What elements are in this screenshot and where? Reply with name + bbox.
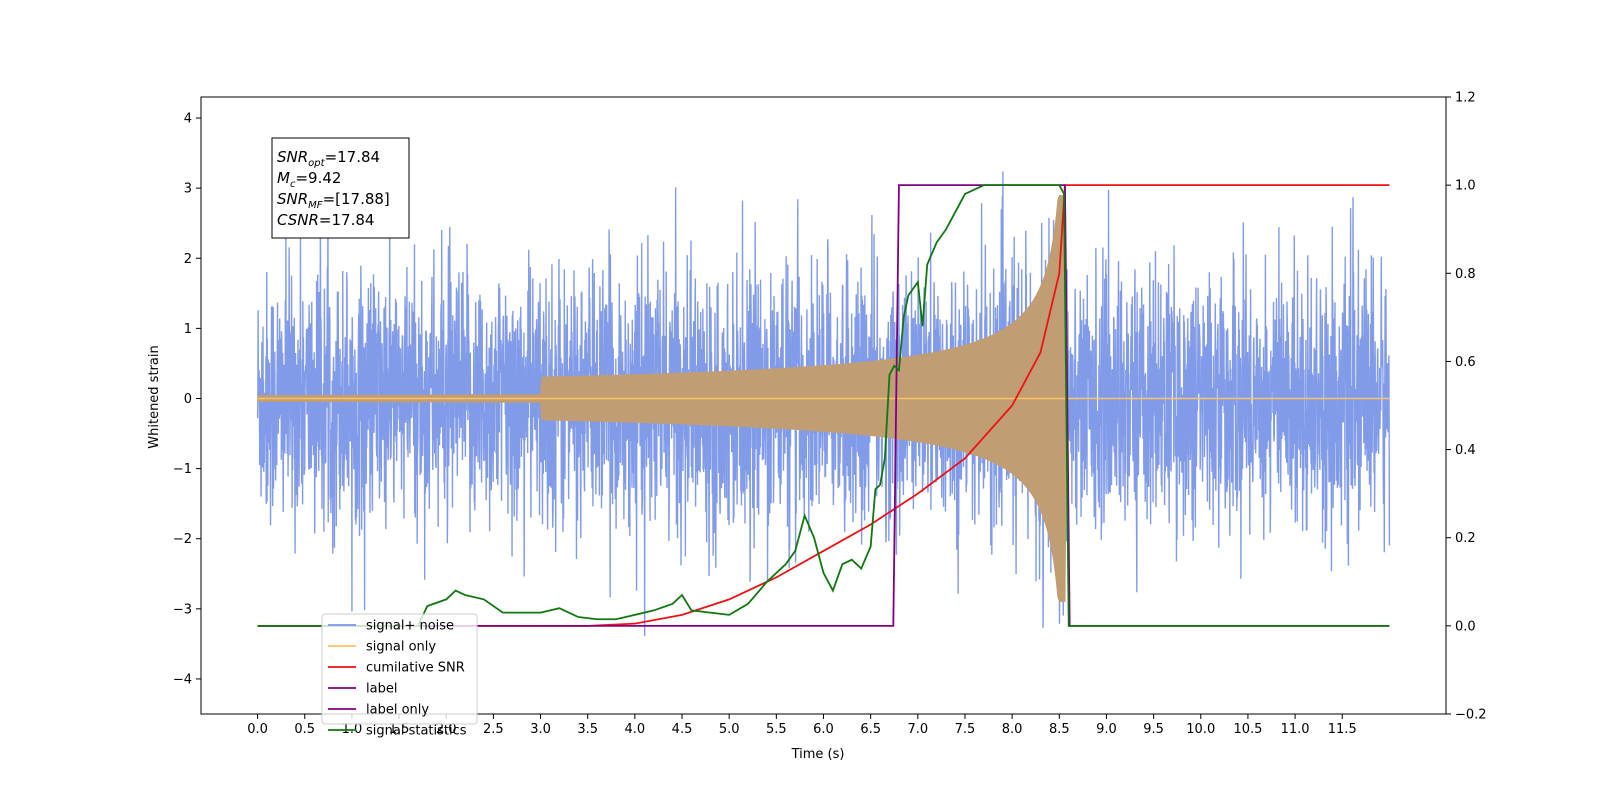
y2-tick-label: 0.8 bbox=[1455, 267, 1476, 282]
annotation-value: =17.84 bbox=[325, 148, 381, 166]
x-tick-label: 6.0 bbox=[813, 722, 834, 737]
y2-tick-label: 0.2 bbox=[1455, 531, 1476, 546]
legend-frame bbox=[321, 613, 478, 725]
y-tick-label: −2 bbox=[173, 532, 192, 547]
annotation-line: Mc=9.42 bbox=[277, 169, 341, 190]
y2-tick-label: 0.4 bbox=[1455, 443, 1476, 458]
x-tick-label: 3.5 bbox=[577, 722, 598, 737]
y2-tick-label: 1.2 bbox=[1455, 91, 1476, 106]
y2-tick-label: 0.0 bbox=[1455, 619, 1476, 634]
legend-label: label bbox=[366, 682, 397, 697]
series-signal-noise bbox=[256, 156, 1391, 637]
x-tick-label: 8.5 bbox=[1049, 722, 1070, 737]
x-tick-label: 5.0 bbox=[719, 722, 740, 737]
legend-label: signal statistics bbox=[366, 724, 467, 739]
x-tick-label: 10.5 bbox=[1233, 722, 1262, 737]
annotation-symbol: SNR bbox=[277, 148, 308, 166]
y-tick-label: 4 bbox=[184, 112, 192, 127]
legend-label: label only bbox=[366, 703, 429, 718]
axes: 0.0 0.5 1.0 1.5 2.0 2.5 3.0 3.5 4.0 4.5 5.0 5.5 6.0 6… bbox=[173, 91, 1487, 738]
series-signal-only bbox=[257, 195, 1390, 602]
x-tick-label: 2.5 bbox=[483, 722, 504, 737]
y-tick-label: 1 bbox=[184, 322, 192, 337]
annotation-symbol: CSNR bbox=[277, 211, 319, 229]
x-axis-label: Time (s) bbox=[791, 747, 845, 762]
y-tick-label: −1 bbox=[173, 462, 192, 477]
annotation-line: SNRopt=17.84 bbox=[277, 148, 380, 169]
y-tick-label: 2 bbox=[184, 252, 192, 267]
x-tick-label: 8.0 bbox=[1002, 722, 1023, 737]
legend: signal+ noise signal only cumilative SNR la… bbox=[321, 613, 478, 739]
annotation-value: =17.84 bbox=[319, 211, 375, 229]
y-tick-label: 3 bbox=[184, 182, 192, 197]
x-tick-label: 5.5 bbox=[766, 722, 787, 737]
x-tick-label: 0.0 bbox=[247, 722, 268, 737]
x-tick-label: 0.5 bbox=[294, 722, 315, 737]
x-tick-label: 7.5 bbox=[955, 722, 976, 737]
series-signal-statistics bbox=[257, 184, 1390, 627]
annotation-value: =9.42 bbox=[295, 169, 341, 187]
legend-label: signal only bbox=[366, 640, 436, 655]
annotation-line: SNRMF=[17.88] bbox=[277, 190, 390, 211]
y-axis-label: Whitened strain bbox=[147, 345, 162, 448]
x-tick-label: 1.5 bbox=[389, 722, 410, 737]
legend-label: cumilative SNR bbox=[366, 661, 465, 676]
plot-area bbox=[256, 156, 1391, 637]
y-tick-label: 0 bbox=[184, 392, 192, 407]
y-tick-label: −3 bbox=[173, 602, 192, 617]
y-tick-label: −4 bbox=[173, 672, 192, 687]
y2-tick-label: 0.6 bbox=[1455, 355, 1476, 370]
x-tick-label: 6.5 bbox=[860, 722, 881, 737]
annotation-subscript: c bbox=[290, 179, 296, 190]
annotation-symbol: M bbox=[277, 169, 290, 187]
y2-tick-label: 1.0 bbox=[1455, 179, 1476, 194]
annotation-box: SNRopt=17.84Mc=9.42SNRMF=[17.88]CSNR=17.… bbox=[271, 137, 410, 239]
annotation-subscript: opt bbox=[308, 158, 325, 169]
x-tick-label: 11.5 bbox=[1328, 722, 1357, 737]
y2-tick-label: −0.2 bbox=[1455, 708, 1487, 723]
legend-label: signal+ noise bbox=[366, 619, 454, 634]
x-tick-label: 3.0 bbox=[530, 722, 551, 737]
series-group bbox=[256, 156, 1391, 637]
annotation-frame bbox=[271, 137, 410, 239]
annotation-symbol: SNR bbox=[277, 190, 308, 208]
x-tick-label: 7.0 bbox=[907, 722, 928, 737]
x-tick-label: 11.0 bbox=[1281, 722, 1310, 737]
x-tick-label: 9.5 bbox=[1143, 722, 1164, 737]
x-tick-label: 4.5 bbox=[672, 722, 693, 737]
x-tick-label: 2.0 bbox=[436, 722, 457, 737]
x-tick-label: 9.0 bbox=[1096, 722, 1117, 737]
annotation-line: CSNR=17.84 bbox=[277, 211, 374, 229]
x-tick-label: 10.0 bbox=[1186, 722, 1215, 737]
annotation-value: =[17.88] bbox=[323, 190, 390, 208]
annotation-subscript: MF bbox=[308, 200, 323, 211]
x-tick-label: 4.0 bbox=[625, 722, 646, 737]
